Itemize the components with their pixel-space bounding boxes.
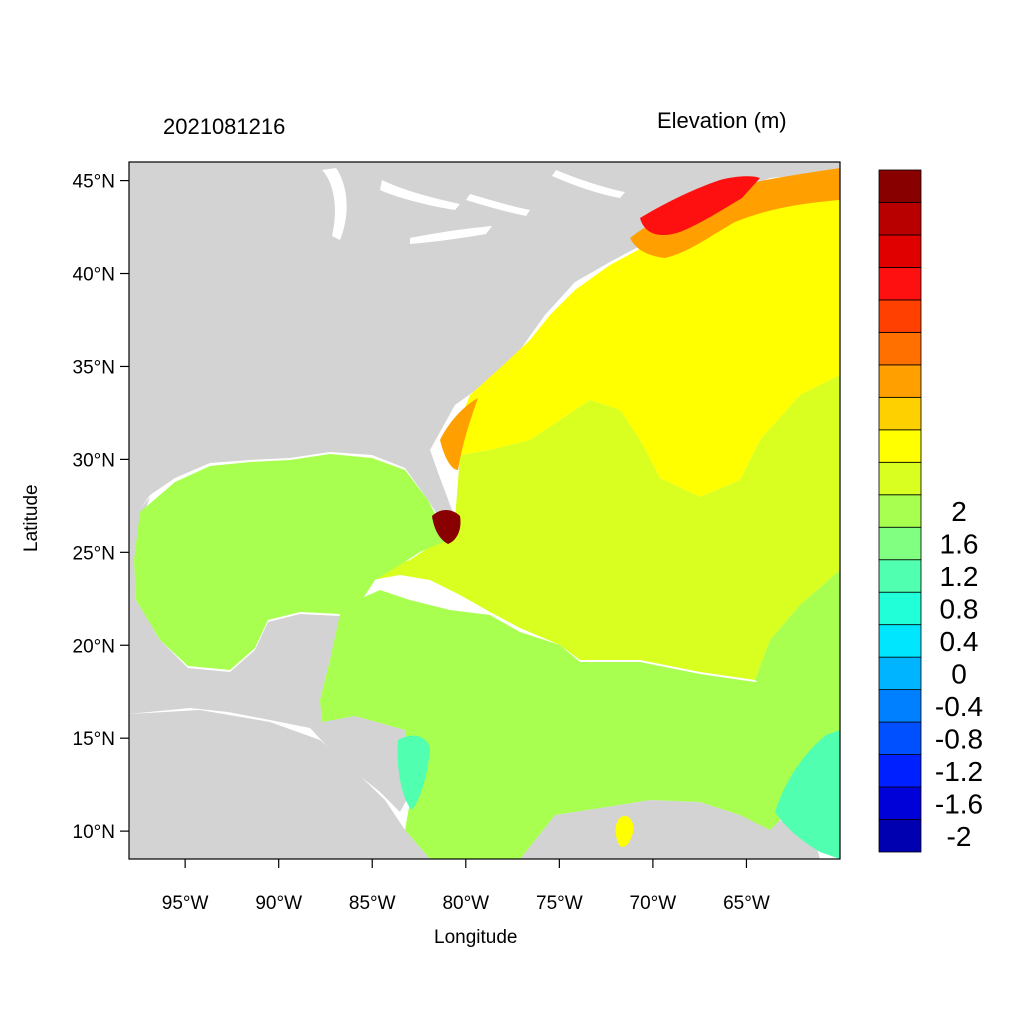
colorbar-box: [878, 267, 922, 301]
y-tick-label: 15°N: [73, 729, 115, 750]
colorbar-label: 0.4: [940, 626, 979, 657]
x-tick-label: 80°W: [442, 893, 489, 914]
y-tick-label: 45°N: [73, 172, 115, 193]
map-time-title: 2021081216: [163, 114, 286, 139]
elevation-gulf-of-maine-orange: [630, 168, 840, 258]
colorbar-label: 1.2: [940, 561, 979, 592]
y-tick-label: 20°N: [73, 636, 115, 657]
colorbar-box: [878, 624, 922, 658]
y-tick-label: 25°N: [73, 543, 115, 564]
y-axis-ticks: 45°N 40°N 35°N 30°N 25°N 20°N 15°N 10°N: [73, 172, 129, 843]
colorbar-box: [878, 169, 922, 203]
colorbar-label: -1.2: [935, 756, 983, 787]
colorbar-label: -0.8: [935, 723, 983, 754]
colorbar-box: [878, 721, 922, 755]
x-tick-label: 90°W: [255, 893, 302, 914]
x-axis-label: Longitude: [434, 927, 518, 948]
colorbar-label: -2: [947, 821, 972, 852]
colorbar-box: [878, 461, 922, 496]
colorbar-box: [878, 299, 922, 333]
land-mexico: [129, 497, 412, 812]
colorbar-box: [878, 331, 922, 366]
colorbar-box: [878, 819, 922, 853]
y-tick-label: 10°N: [73, 822, 115, 843]
elevation-gulf-of-mexico: [134, 454, 448, 670]
colorbar-box: [878, 689, 922, 723]
y-tick-label: 40°N: [73, 265, 115, 286]
x-tick-label: 95°W: [162, 893, 209, 914]
elevation-gulf-of-maine-red: [640, 176, 760, 236]
colorbar-box: [878, 656, 922, 691]
elevation-colorbar: -2-1.6-1.2-0.8-0.400.40.81.21.62: [878, 169, 983, 853]
land-south-america: [520, 800, 820, 859]
elevation-honduras-shelf: [397, 735, 430, 810]
colorbar-box: [878, 559, 922, 593]
elevation-atlantic-mid: [372, 375, 840, 680]
elevation-east-atlantic-low: [755, 570, 840, 760]
great-lakes: [322, 168, 625, 244]
x-axis-ticks: 95°W 90°W 85°W 80°W 75°W 70°W 65°W: [162, 859, 770, 914]
colorbar-label: 0: [951, 658, 967, 689]
colorbar-label: -1.6: [935, 788, 983, 819]
land-central-america: [129, 710, 430, 859]
colorbar-box: [878, 429, 922, 463]
colorbar-box: [878, 202, 922, 236]
map-panel: [129, 162, 840, 859]
colorbar-label: 1.6: [940, 528, 979, 559]
map-frame: [128, 161, 841, 860]
colorbar-label: 0.8: [940, 593, 979, 624]
x-tick-label: 85°W: [349, 893, 396, 914]
x-tick-label: 70°W: [630, 893, 677, 914]
variable-title: Elevation (m): [657, 108, 787, 133]
elevation-south-florida-extreme: [432, 510, 461, 544]
colorbar-box: [878, 754, 922, 788]
x-tick-label: 75°W: [536, 893, 583, 914]
y-tick-label: 30°N: [73, 450, 115, 471]
colorbar-box: [878, 786, 922, 820]
y-tick-label: 35°N: [73, 357, 115, 378]
colorbar-box: [878, 526, 922, 561]
colorbar-box: [878, 591, 922, 626]
colorbar-label: -0.4: [935, 691, 983, 722]
colorbar-box: [878, 364, 922, 398]
colorbar-box: [878, 494, 922, 528]
x-tick-label: 65°W: [723, 893, 770, 914]
elevation-south-atlantic-bight: [440, 398, 478, 470]
land-north-america: [129, 162, 840, 535]
colorbar-box: [878, 396, 922, 431]
elevation-atlantic-high: [460, 170, 840, 497]
elevation-negative-anomaly: [775, 730, 840, 859]
elevation-caribbean-sea: [320, 590, 825, 859]
elevation-lake-maracaibo: [615, 815, 634, 847]
colorbar-label: 2: [951, 496, 967, 527]
colorbar-box: [878, 234, 922, 268]
